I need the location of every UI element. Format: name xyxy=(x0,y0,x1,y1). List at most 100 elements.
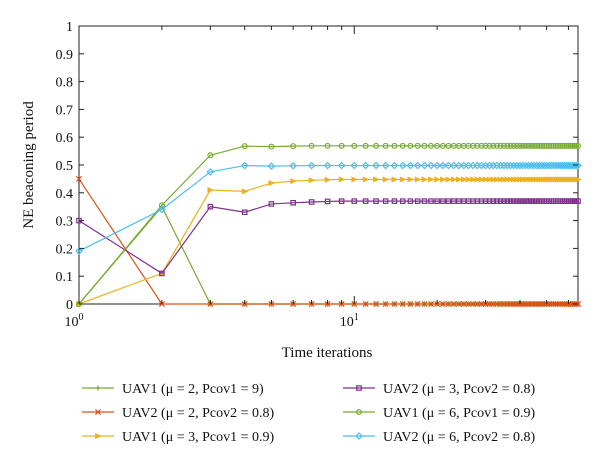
data-point xyxy=(351,142,358,149)
data-point xyxy=(433,161,441,170)
data-point xyxy=(501,142,508,149)
y-tick-label: 0 xyxy=(66,298,73,313)
data-point xyxy=(482,142,489,149)
y-tick-label: 0.6 xyxy=(56,131,74,146)
data-point xyxy=(382,176,390,183)
data-point xyxy=(444,161,453,170)
data-point xyxy=(362,176,370,183)
data-point xyxy=(407,198,414,204)
data-point xyxy=(522,142,529,149)
data-point xyxy=(536,300,543,308)
data-point xyxy=(486,176,494,183)
data-point xyxy=(482,176,490,183)
data-point xyxy=(159,270,165,277)
data-point xyxy=(382,198,389,204)
data-point xyxy=(241,209,248,216)
data-point xyxy=(207,186,215,194)
data-point xyxy=(501,176,508,183)
data-point xyxy=(324,176,332,183)
data-point xyxy=(486,142,493,149)
legend-item: UAV2 (μ = 2, Pcov2 = 0.8) xyxy=(82,406,274,421)
data-point xyxy=(308,142,315,149)
data-point xyxy=(241,188,249,195)
data-point xyxy=(362,300,369,308)
data-point xyxy=(465,300,472,308)
data-point xyxy=(445,176,453,183)
data-point xyxy=(486,198,493,204)
data-point xyxy=(439,300,446,308)
data-point xyxy=(493,142,500,149)
data-point xyxy=(507,142,514,149)
y-axis-title: NE beaconing period xyxy=(21,101,37,229)
data-point xyxy=(575,176,582,183)
data-point xyxy=(361,161,370,170)
data-point xyxy=(158,205,166,214)
data-point xyxy=(323,161,332,170)
data-point xyxy=(497,176,505,183)
legend-label: UAV1 (μ = 6, Pcov1 = 0.9) xyxy=(383,406,535,421)
data-point xyxy=(514,198,520,204)
data-point xyxy=(338,198,345,204)
data-point xyxy=(533,300,540,308)
data-point xyxy=(490,198,497,204)
data-point xyxy=(507,176,515,183)
data-point xyxy=(537,161,546,170)
data-point xyxy=(516,161,524,170)
data-point xyxy=(350,161,359,170)
data-point xyxy=(399,176,407,183)
plot-area xyxy=(75,25,582,308)
data-point xyxy=(324,198,331,205)
data-point xyxy=(434,198,440,204)
data-point xyxy=(398,161,407,170)
data-point xyxy=(501,198,507,204)
y-tick-label: 1 xyxy=(66,20,73,35)
data-point xyxy=(567,142,574,149)
series-4 xyxy=(76,198,581,277)
legend-label: UAV2 (μ = 3, Pcov2 = 0.8) xyxy=(383,382,535,397)
y-tick-label: 0.9 xyxy=(56,48,74,63)
data-point xyxy=(527,161,536,170)
legend-marker xyxy=(355,432,363,440)
data-point xyxy=(207,203,214,210)
data-point xyxy=(428,176,435,183)
data-point xyxy=(524,161,533,170)
data-point xyxy=(474,142,481,149)
data-point xyxy=(382,142,389,149)
data-point xyxy=(470,176,477,183)
data-point xyxy=(440,176,447,183)
data-point xyxy=(538,300,545,308)
data-point xyxy=(290,178,298,185)
data-point xyxy=(490,176,498,183)
data-point xyxy=(456,176,463,183)
data-point xyxy=(550,300,557,308)
data-point xyxy=(561,142,568,149)
data-point xyxy=(427,300,434,308)
y-tick-label: 0.8 xyxy=(56,76,74,91)
data-point xyxy=(548,300,555,308)
data-point xyxy=(338,176,346,183)
series-line xyxy=(78,178,578,305)
series-5 xyxy=(75,142,581,308)
data-point xyxy=(510,142,517,149)
x-tick-label: 101 xyxy=(340,312,359,330)
data-point xyxy=(414,176,422,183)
data-point xyxy=(494,198,500,204)
legend-label: UAV1 (μ = 3, Pcov1 = 0.9) xyxy=(122,430,274,445)
data-point xyxy=(399,198,406,204)
data-point xyxy=(427,142,434,149)
data-point xyxy=(372,161,380,170)
x-axis-title: Time iterations xyxy=(282,345,373,361)
data-point xyxy=(445,300,452,308)
data-point xyxy=(427,161,435,170)
data-point xyxy=(494,176,501,183)
data-point xyxy=(439,142,446,149)
data-point xyxy=(530,161,538,170)
legend: UAV1 (μ = 2, Pcov1 = 9) UAV2 (μ = 2, Pcov… xyxy=(82,382,535,445)
legend-label: UAV1 (μ = 2, Pcov1 = 9) xyxy=(122,382,264,397)
data-point xyxy=(434,142,441,149)
data-point xyxy=(413,161,422,170)
data-point xyxy=(469,300,477,308)
series-3 xyxy=(76,176,582,308)
axis-ticks: 0 0.1 0.2 0.3 0.4 0.5 0.6 0.7 0.8 0.9 1 100 101 xyxy=(56,20,578,330)
